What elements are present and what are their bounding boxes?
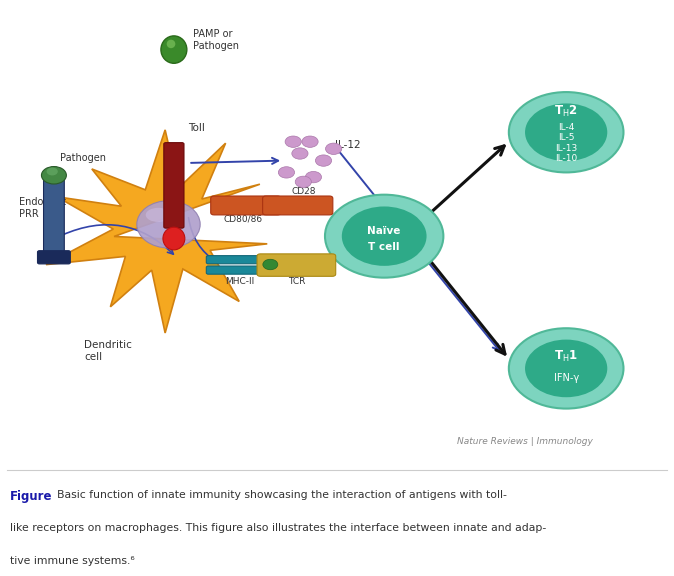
Circle shape bbox=[285, 136, 301, 147]
Text: IL-13: IL-13 bbox=[555, 144, 578, 153]
Text: CD28: CD28 bbox=[292, 187, 316, 196]
Circle shape bbox=[47, 168, 58, 176]
Circle shape bbox=[509, 92, 623, 172]
FancyBboxPatch shape bbox=[206, 266, 275, 274]
FancyBboxPatch shape bbox=[263, 196, 333, 215]
Text: tive immune systems.⁶: tive immune systems.⁶ bbox=[10, 556, 135, 566]
Text: Basic function of innate immunity showcasing the interaction of antigens with to: Basic function of innate immunity showca… bbox=[57, 490, 507, 499]
FancyBboxPatch shape bbox=[257, 254, 336, 276]
Text: CD80/86: CD80/86 bbox=[223, 215, 262, 224]
Circle shape bbox=[525, 104, 607, 161]
Text: T$_{\mathsf{H}}$1: T$_{\mathsf{H}}$1 bbox=[554, 348, 578, 363]
Ellipse shape bbox=[161, 36, 187, 63]
Text: Naïve: Naïve bbox=[367, 226, 401, 236]
Text: IL-5: IL-5 bbox=[558, 134, 574, 142]
Text: T$_{\mathsf{H}}$2: T$_{\mathsf{H}}$2 bbox=[554, 104, 578, 119]
Circle shape bbox=[42, 166, 66, 184]
Text: IL-12: IL-12 bbox=[335, 141, 361, 150]
Circle shape bbox=[292, 148, 308, 159]
Ellipse shape bbox=[146, 208, 171, 222]
Text: IL-10: IL-10 bbox=[555, 154, 578, 163]
Text: MHC-II: MHC-II bbox=[224, 277, 254, 286]
FancyBboxPatch shape bbox=[38, 251, 70, 264]
Text: IL-4: IL-4 bbox=[558, 123, 574, 132]
Text: Toll: Toll bbox=[188, 123, 205, 132]
Circle shape bbox=[342, 206, 427, 266]
Text: T cell: T cell bbox=[369, 241, 400, 252]
Text: TCR: TCR bbox=[288, 277, 305, 286]
Circle shape bbox=[302, 136, 318, 147]
FancyBboxPatch shape bbox=[164, 143, 184, 228]
Ellipse shape bbox=[163, 227, 185, 250]
Text: PAMP or
Pathogen: PAMP or Pathogen bbox=[193, 29, 239, 51]
Text: Nature Reviews | Immunology: Nature Reviews | Immunology bbox=[457, 437, 593, 446]
Text: Dendritic
cell: Dendritic cell bbox=[84, 340, 132, 362]
Circle shape bbox=[278, 166, 295, 178]
Polygon shape bbox=[46, 130, 267, 333]
Circle shape bbox=[325, 195, 443, 278]
Circle shape bbox=[509, 328, 623, 408]
Circle shape bbox=[295, 176, 311, 188]
Ellipse shape bbox=[137, 201, 200, 248]
Text: Endocytic
PRR: Endocytic PRR bbox=[20, 197, 67, 219]
Circle shape bbox=[263, 259, 278, 270]
Text: Pathogen: Pathogen bbox=[60, 153, 106, 164]
Text: IFN-γ: IFN-γ bbox=[553, 373, 579, 383]
Circle shape bbox=[315, 155, 332, 166]
FancyBboxPatch shape bbox=[206, 256, 275, 264]
FancyBboxPatch shape bbox=[211, 196, 281, 215]
Ellipse shape bbox=[166, 40, 175, 48]
Text: Figure: Figure bbox=[10, 490, 53, 503]
Circle shape bbox=[305, 172, 321, 183]
FancyBboxPatch shape bbox=[44, 175, 64, 253]
Circle shape bbox=[525, 340, 607, 397]
Text: like receptors on macrophages. This figure also illustrates the interface betwee: like receptors on macrophages. This figu… bbox=[10, 523, 547, 533]
Circle shape bbox=[326, 143, 342, 154]
